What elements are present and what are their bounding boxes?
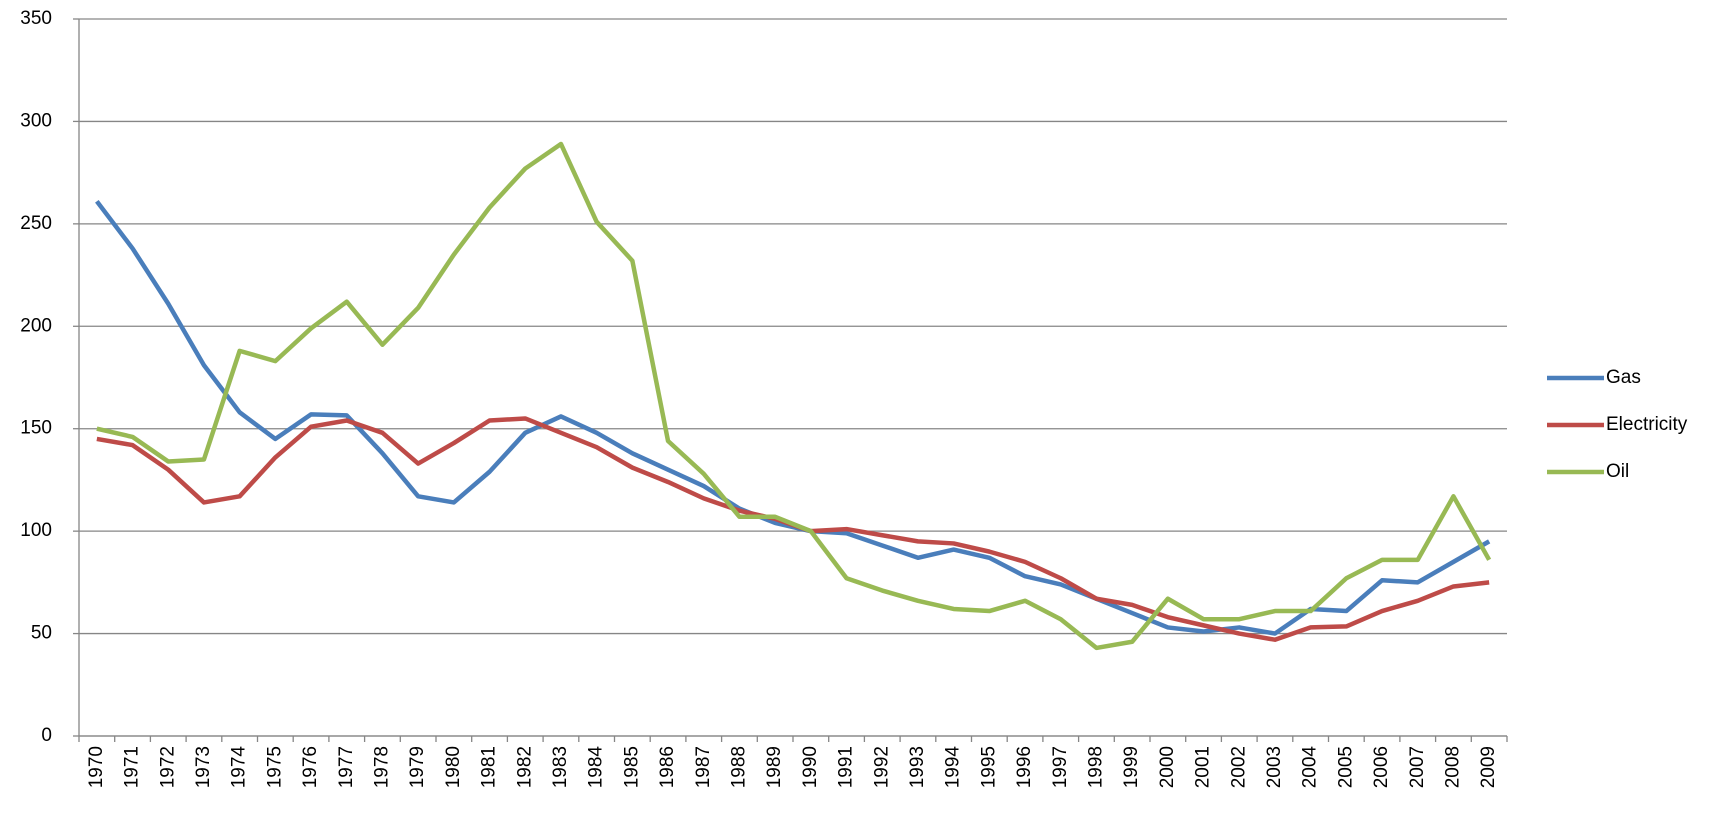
x-tick-label: 1995 <box>978 746 999 788</box>
x-tick-label: 1978 <box>371 746 392 788</box>
x-tick-label: 1980 <box>443 746 464 788</box>
x-tick-label: 2001 <box>1193 746 1214 788</box>
x-tick-label: 1981 <box>479 746 500 788</box>
x-tick-label: 1984 <box>586 746 607 789</box>
x-tick-label: 1991 <box>836 746 857 788</box>
x-tick-label: 1993 <box>907 746 928 788</box>
y-tick-label: 350 <box>20 8 52 29</box>
x-tick-label: 1970 <box>86 746 107 788</box>
x-tick-label: 1975 <box>264 746 285 788</box>
x-tick-label: 1971 <box>122 746 143 788</box>
x-tick-label: 1994 <box>943 746 964 789</box>
x-tick-label: 1974 <box>229 746 250 789</box>
x-tick-label: 1976 <box>300 746 321 788</box>
x-tick-label: 1987 <box>693 746 714 788</box>
x-tick-label: 1986 <box>657 746 678 788</box>
y-tick-label: 250 <box>20 213 52 234</box>
x-tick-label: 1997 <box>1050 746 1071 788</box>
x-tick-label: 2009 <box>1478 746 1499 788</box>
line-series <box>96 141 1492 651</box>
y-tick-label: 50 <box>31 623 52 644</box>
x-tick-label: 2004 <box>1300 746 1321 789</box>
x-tick-label: 2006 <box>1371 746 1392 788</box>
x-tick-label: 1972 <box>157 746 178 788</box>
x-tick-label: 1996 <box>1014 746 1035 788</box>
y-tick-label: 200 <box>20 315 52 336</box>
x-tick-label: 2005 <box>1335 746 1356 788</box>
x-tick-label: 1977 <box>336 746 357 788</box>
x-tick-label: 1999 <box>1121 746 1142 788</box>
y-tick-label: 0 <box>41 725 52 746</box>
line-series <box>95 199 1491 636</box>
legend-label: Gas <box>1606 367 1641 388</box>
x-tick-label: 1990 <box>800 746 821 788</box>
x-tick-label: 1985 <box>621 746 642 788</box>
y-tick-label: 300 <box>20 110 52 131</box>
x-tick-label: 2002 <box>1228 746 1249 788</box>
x-tick-label: 1989 <box>764 746 785 788</box>
legend-label: Oil <box>1606 461 1629 482</box>
x-tick-label: 1998 <box>1085 746 1106 788</box>
x-tick-label: 2008 <box>1442 746 1463 788</box>
y-tick-label: 150 <box>20 418 52 439</box>
x-tick-label: 1983 <box>550 746 571 788</box>
x-tick-label: 2007 <box>1407 746 1428 788</box>
x-tick-label: 2003 <box>1264 746 1285 788</box>
x-tick-label: 1992 <box>871 746 892 788</box>
x-tick-label: 1973 <box>193 746 214 788</box>
x-tick-label: 2000 <box>1157 746 1178 788</box>
x-tick-label: 1979 <box>407 746 428 788</box>
y-tick-label: 100 <box>20 520 52 541</box>
x-tick-label: 1988 <box>728 746 749 788</box>
x-tick-label: 1982 <box>514 746 535 788</box>
legend-label: Electricity <box>1606 414 1688 435</box>
